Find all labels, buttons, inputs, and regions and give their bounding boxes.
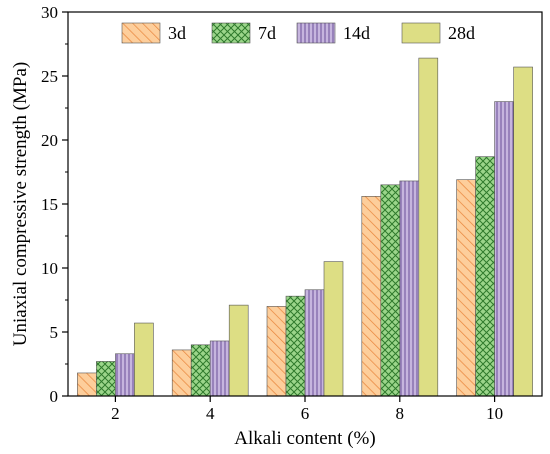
bar-28d-4 [228, 304, 249, 397]
legend-label-14d: 14d [343, 23, 370, 43]
bar-14d-8 [399, 180, 420, 397]
bar-3d-6 [266, 306, 287, 397]
bar-14d-4 [209, 340, 230, 397]
y-tick-label: 15 [41, 195, 58, 214]
legend-label-28d: 28d [448, 23, 475, 43]
legend-label-3d: 3d [168, 23, 186, 43]
legend-label-7d: 7d [258, 23, 276, 43]
y-tick-label: 30 [41, 3, 58, 22]
y-tick-label: 25 [41, 67, 58, 86]
x-axis-title: Alkali content (%) [234, 428, 375, 449]
bar-28d-10 [513, 66, 533, 397]
bar-3d-4 [171, 349, 192, 397]
bar-14d-10 [494, 101, 514, 397]
bar-28d-8 [418, 57, 439, 397]
y-tick-label: 20 [41, 131, 58, 150]
y-tick-label: 5 [50, 323, 59, 342]
bar-7d-6 [285, 295, 306, 397]
bar-7d-10 [475, 156, 495, 397]
x-tick-label: 8 [396, 404, 405, 423]
bar-7d-2 [96, 361, 116, 397]
legend-swatch-3d [121, 22, 161, 44]
legend-swatch-14d [296, 22, 336, 44]
bar-3d-10 [456, 179, 476, 397]
bar-3d-2 [77, 372, 97, 397]
x-tick-label: 10 [486, 404, 503, 423]
bar-7d-4 [190, 344, 211, 397]
legend-swatch-7d [211, 22, 251, 44]
y-tick-label: 0 [50, 387, 59, 406]
y-axis-title: Uniaxial compressive strength (MPa) [10, 62, 31, 346]
bar-28d-2 [134, 322, 154, 397]
y-tick-label: 10 [41, 259, 58, 278]
bar-14d-6 [304, 289, 325, 397]
x-tick-label: 4 [206, 404, 215, 423]
legend-swatch-28d [401, 22, 441, 44]
bar-28d-6 [323, 261, 344, 397]
x-tick-label: 6 [301, 404, 310, 423]
bar-14d-2 [115, 353, 135, 397]
bar-3d-8 [361, 196, 382, 397]
bar-7d-8 [380, 184, 401, 397]
x-tick-label: 2 [111, 404, 120, 423]
